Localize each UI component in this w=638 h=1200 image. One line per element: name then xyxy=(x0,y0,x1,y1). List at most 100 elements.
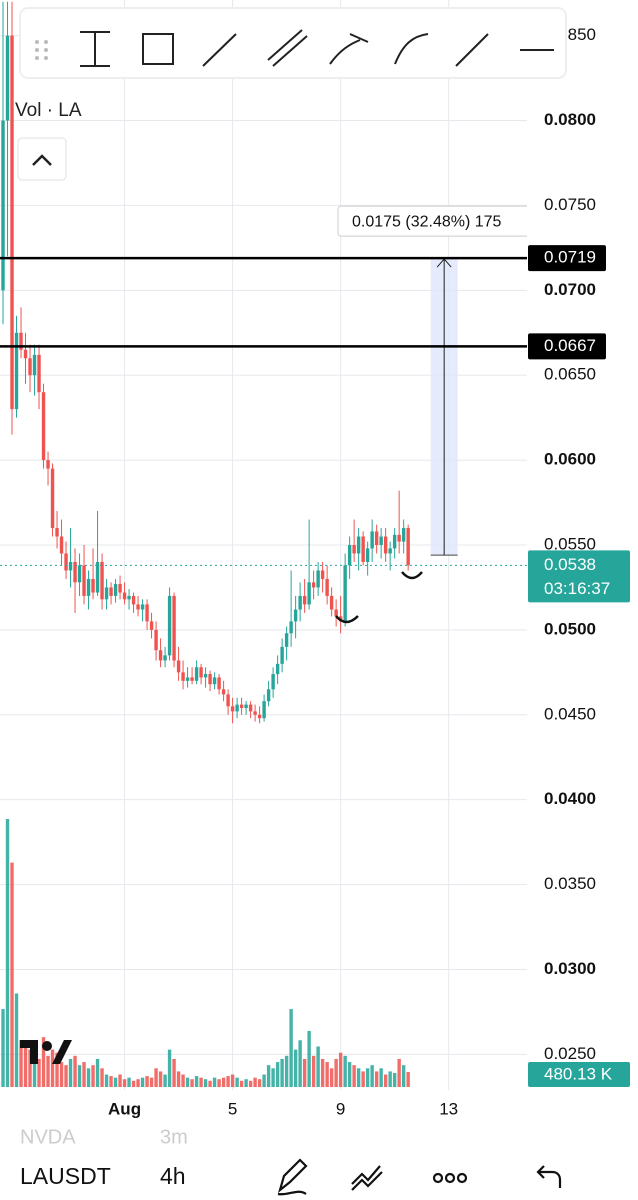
candle-body xyxy=(14,332,19,410)
volume-bar xyxy=(280,1058,284,1087)
volume-bar xyxy=(50,1049,55,1087)
candle-body xyxy=(208,674,212,685)
x-tick-label: 5 xyxy=(228,1099,237,1118)
candle-body xyxy=(212,677,217,685)
volume-bar xyxy=(221,1077,226,1087)
candle-body xyxy=(28,358,32,376)
undo-button[interactable] xyxy=(536,1165,562,1188)
drawing-toolbar xyxy=(19,7,567,79)
candle-body xyxy=(46,460,50,469)
volume-bar xyxy=(23,1043,28,1087)
candle-body xyxy=(262,701,266,719)
candle-body xyxy=(334,609,338,617)
candle-body xyxy=(127,595,131,600)
candle-body xyxy=(50,468,55,529)
candle-body xyxy=(361,536,365,562)
volume-bar xyxy=(343,1055,347,1087)
volume-bar xyxy=(347,1062,352,1087)
volume-bar xyxy=(86,1068,91,1087)
candle-body xyxy=(140,604,145,610)
candle-body xyxy=(325,578,329,596)
candle-body xyxy=(266,689,271,702)
volume-bar xyxy=(239,1080,244,1087)
candle-body xyxy=(86,578,91,596)
volume-bar xyxy=(73,1055,77,1087)
symbol[interactable]: LAUSDT xyxy=(20,1163,111,1189)
volume-bar xyxy=(370,1065,374,1087)
volume-tag xyxy=(528,1062,630,1087)
candle-body xyxy=(19,332,23,350)
volume-bar xyxy=(212,1077,217,1087)
volume-bar xyxy=(176,1071,181,1087)
candle-body xyxy=(194,667,199,681)
candle-body xyxy=(176,660,181,673)
volume-bar xyxy=(55,1052,59,1087)
indicator-label: Vol · LA xyxy=(15,100,82,121)
candle-body xyxy=(10,35,14,410)
y-tick-label: 0.0500 xyxy=(544,619,596,638)
ghost-symbol: NVDA xyxy=(20,1126,76,1148)
tool-trend[interactable] xyxy=(202,33,237,67)
candle-body xyxy=(5,35,10,121)
y-tick-label: 0.0350 xyxy=(544,874,596,893)
tool-channel[interactable] xyxy=(267,29,308,67)
candle-body xyxy=(64,553,68,571)
grid xyxy=(0,0,527,1090)
volume-bar xyxy=(248,1080,253,1087)
drag-handle[interactable] xyxy=(35,40,48,60)
tool-rect[interactable] xyxy=(142,33,174,65)
volume-bar xyxy=(271,1068,275,1087)
y-tick-label: 0.0400 xyxy=(544,789,596,808)
candle-body xyxy=(320,570,325,579)
volume-bar xyxy=(41,1037,46,1087)
volume-bar xyxy=(199,1077,203,1087)
candle-body xyxy=(172,595,176,661)
y-tick-label: 0.0800 xyxy=(544,110,596,129)
last-price-label: 0.0538 xyxy=(544,555,596,574)
interval[interactable]: 4h xyxy=(160,1163,186,1189)
candle-body xyxy=(167,595,172,656)
candle-body xyxy=(253,711,257,715)
candle-body xyxy=(401,528,406,542)
candle-body xyxy=(118,584,122,593)
volume-bar xyxy=(131,1080,136,1087)
volume-bar xyxy=(59,1062,64,1087)
candle-body xyxy=(244,704,248,708)
candle-body xyxy=(82,565,86,596)
tool-range[interactable] xyxy=(80,31,110,67)
volume-bar xyxy=(397,1058,401,1087)
indicators-button[interactable] xyxy=(351,1165,383,1191)
candle-body xyxy=(343,565,347,622)
volume-bar xyxy=(320,1058,325,1087)
y-tick-label: 0.0300 xyxy=(544,959,596,978)
candle-body xyxy=(248,704,253,712)
candle-body xyxy=(163,655,167,661)
tool-curve[interactable] xyxy=(394,33,429,65)
collapse-button[interactable] xyxy=(17,137,67,181)
volume-bar xyxy=(19,1040,23,1087)
candle-body xyxy=(158,650,163,661)
more-button[interactable] xyxy=(432,1172,468,1184)
tool-arrow[interactable] xyxy=(455,33,489,67)
volume-bar xyxy=(172,1058,176,1087)
tool-brush[interactable] xyxy=(329,33,369,65)
candle-body xyxy=(374,531,379,545)
volume-bar xyxy=(140,1077,145,1087)
volume-bar xyxy=(37,1058,41,1087)
volume-bar xyxy=(325,1062,329,1087)
candle-body xyxy=(352,545,356,554)
candle-body xyxy=(1,120,5,291)
volume-bar xyxy=(253,1077,257,1087)
volume-bar xyxy=(356,1068,361,1087)
volume-bar xyxy=(230,1074,235,1087)
plot: 0.0175 (32.48%) 175 xyxy=(0,1,527,1087)
candle-body xyxy=(68,561,73,571)
volume-bar xyxy=(77,1065,82,1087)
draw-button[interactable] xyxy=(277,1158,308,1196)
candle-body xyxy=(379,536,383,545)
candle-body xyxy=(383,536,388,554)
volume-bar xyxy=(406,1072,410,1087)
candle-body xyxy=(37,354,41,393)
volume-bar xyxy=(167,1049,172,1087)
